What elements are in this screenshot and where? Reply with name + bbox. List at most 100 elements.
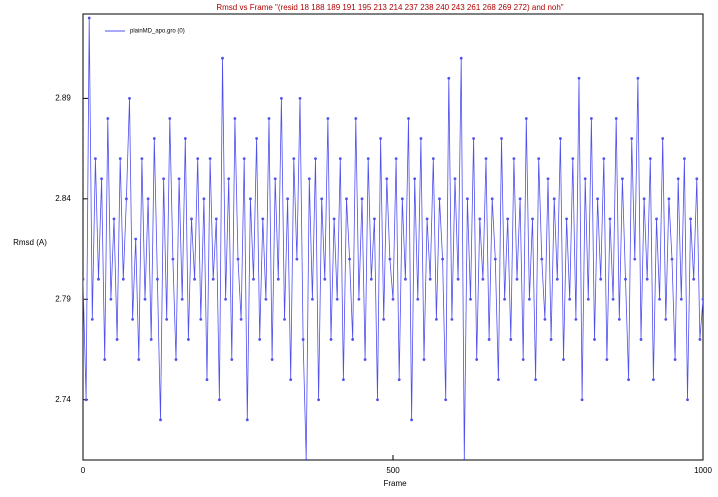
point	[320, 197, 324, 201]
point	[152, 137, 156, 140]
point	[190, 217, 193, 221]
point	[156, 277, 159, 281]
point	[438, 197, 441, 201]
point	[134, 237, 138, 241]
point	[258, 338, 262, 341]
point	[239, 317, 243, 321]
point	[689, 217, 692, 221]
point	[593, 338, 596, 341]
point	[90, 317, 94, 321]
point	[484, 157, 488, 161]
point	[528, 297, 531, 301]
point	[537, 157, 541, 161]
point	[469, 297, 472, 301]
point	[382, 317, 386, 321]
point	[652, 378, 655, 382]
point	[261, 217, 265, 221]
point	[385, 177, 389, 181]
point	[450, 317, 454, 321]
point	[329, 338, 333, 341]
point	[112, 217, 116, 221]
point	[599, 277, 603, 281]
point	[673, 358, 677, 361]
point	[301, 338, 305, 341]
point	[171, 257, 175, 261]
point	[416, 297, 420, 301]
point	[500, 137, 503, 140]
point	[311, 297, 314, 301]
point	[655, 217, 658, 221]
point	[518, 197, 522, 201]
point	[84, 398, 88, 402]
point	[224, 297, 228, 301]
point	[295, 257, 299, 261]
point	[270, 358, 274, 361]
point	[444, 398, 448, 402]
point	[174, 358, 178, 361]
point	[218, 398, 221, 402]
point	[413, 177, 417, 181]
point	[531, 217, 534, 221]
y-tick-label: 2.89	[55, 93, 71, 102]
point	[568, 297, 572, 301]
point	[376, 398, 379, 402]
point	[304, 458, 308, 460]
point	[559, 137, 562, 140]
point	[193, 277, 197, 281]
point	[478, 217, 482, 221]
point	[459, 56, 463, 60]
point	[394, 157, 398, 161]
point	[645, 277, 649, 281]
point	[360, 197, 364, 201]
point	[94, 157, 97, 161]
point	[462, 458, 466, 460]
point	[683, 157, 686, 161]
point	[264, 297, 268, 301]
point	[487, 338, 491, 341]
point	[351, 338, 355, 341]
x-tick-label: 500	[386, 466, 400, 475]
point	[202, 197, 206, 201]
point	[617, 317, 621, 321]
point	[400, 197, 404, 201]
point	[679, 297, 683, 301]
point	[627, 378, 630, 382]
point	[159, 418, 162, 422]
point	[292, 157, 296, 161]
point	[103, 358, 107, 361]
point	[512, 157, 516, 161]
point	[596, 197, 599, 201]
point	[335, 297, 339, 301]
point	[146, 197, 150, 201]
point	[493, 257, 497, 261]
point	[555, 277, 559, 281]
point	[577, 76, 581, 80]
point	[428, 277, 432, 281]
point	[233, 117, 237, 120]
point	[456, 277, 460, 281]
point	[121, 277, 125, 281]
point	[298, 96, 302, 100]
point	[317, 398, 320, 402]
point	[586, 297, 590, 301]
point	[143, 297, 147, 301]
point	[276, 277, 280, 281]
point	[639, 338, 643, 341]
point	[373, 217, 376, 221]
point	[137, 358, 141, 361]
point	[314, 157, 317, 161]
point	[221, 56, 224, 60]
point	[407, 117, 410, 120]
point	[183, 137, 187, 140]
point	[255, 137, 258, 140]
point	[552, 197, 556, 201]
point	[701, 297, 703, 301]
point	[611, 297, 615, 301]
point	[307, 177, 311, 181]
point	[453, 177, 457, 181]
point	[686, 398, 689, 402]
point	[515, 277, 519, 281]
point	[404, 277, 407, 281]
point	[695, 177, 699, 181]
